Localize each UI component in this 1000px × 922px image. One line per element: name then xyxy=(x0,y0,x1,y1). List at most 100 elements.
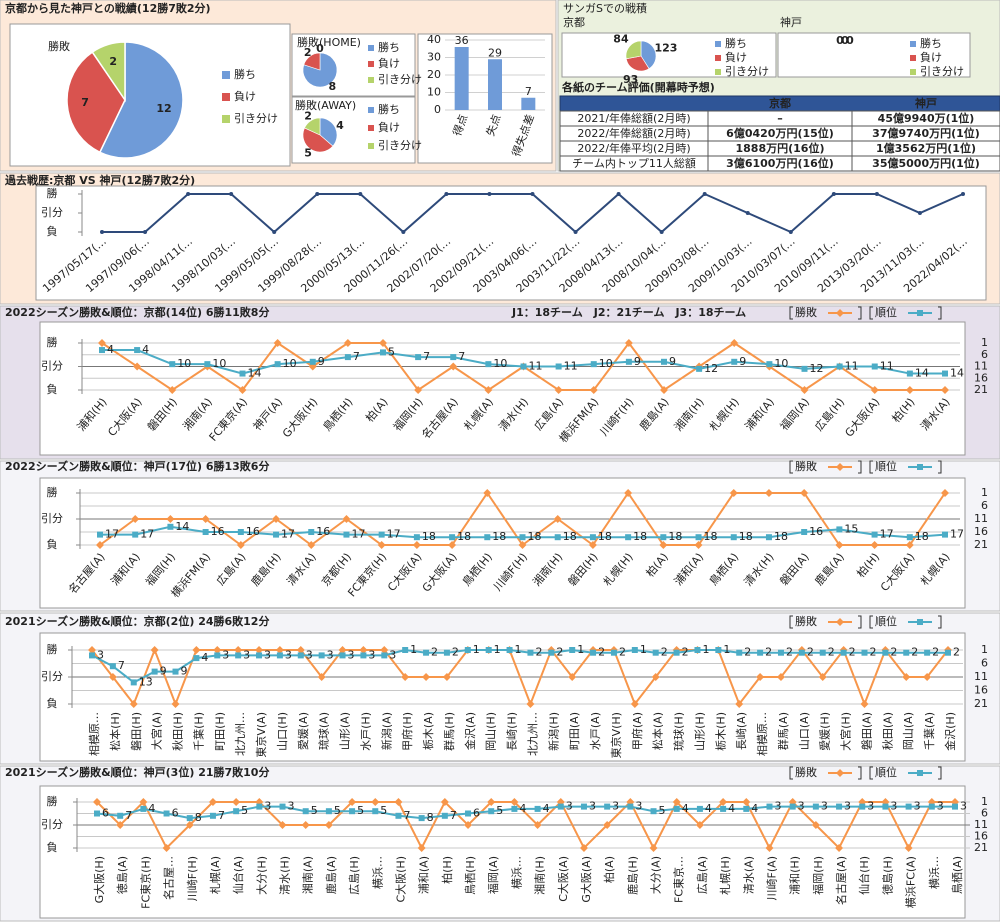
marker xyxy=(555,363,562,370)
data-label: 2 xyxy=(619,646,626,659)
marker xyxy=(777,649,784,656)
marker xyxy=(871,363,878,370)
table-cell-text: 1888万円(16位) xyxy=(736,141,825,155)
marker xyxy=(941,386,949,394)
data-label: 5 xyxy=(357,804,364,817)
marker xyxy=(905,803,912,810)
legend-swatch xyxy=(910,41,916,47)
x-tick-label: 岡山(A) xyxy=(902,712,915,750)
marker xyxy=(627,803,634,810)
marker xyxy=(604,803,611,810)
table-cell-text: 6億0420万円(15位) xyxy=(726,126,834,140)
y-tick-label: 勝 xyxy=(47,794,58,808)
data-label: 1 xyxy=(640,643,647,656)
legend-marker xyxy=(917,619,923,625)
pie-title: 神戸 xyxy=(780,15,802,29)
data-label: 1 xyxy=(494,643,501,656)
x-tick-label: 徳島(A) xyxy=(115,856,129,894)
x-tick-label: 大宮(A) xyxy=(150,712,164,750)
data-label: 1 xyxy=(410,643,417,656)
marker xyxy=(860,700,869,708)
marker xyxy=(150,646,159,654)
marker xyxy=(448,541,457,549)
legend-marker xyxy=(836,618,844,626)
pie-slice xyxy=(625,55,650,72)
marker xyxy=(415,354,422,361)
data-label: 18 xyxy=(457,530,471,543)
marker xyxy=(360,652,367,659)
x-tick-label: 長崎(H) xyxy=(505,712,519,751)
x-tick-label: 横浜… xyxy=(370,856,384,889)
data-label: 6 xyxy=(473,807,480,820)
marker xyxy=(903,649,910,656)
marker xyxy=(208,798,217,806)
data-label: 5 xyxy=(311,804,318,817)
x-tick-label: 金沢(H) xyxy=(943,712,957,751)
data-label: 10 xyxy=(283,357,297,370)
data-label: 14 xyxy=(950,367,964,380)
table-cell xyxy=(851,155,1000,172)
data-label: 2 xyxy=(828,646,835,659)
data-label: 9 xyxy=(669,355,676,368)
pie-slice xyxy=(303,52,321,71)
x-tick-label: 琉球(A) xyxy=(317,712,331,750)
pie-label: 2 xyxy=(109,55,117,68)
marker xyxy=(276,652,283,659)
marker xyxy=(789,803,796,810)
y2-tick-label: 6 xyxy=(981,499,988,512)
y-tick-label: 引分 xyxy=(41,669,63,683)
data-label: 10 xyxy=(774,357,788,370)
marker xyxy=(553,515,562,523)
marker xyxy=(554,386,563,394)
data-label: 5 xyxy=(380,804,387,817)
data-label: 3 xyxy=(635,800,642,813)
marker xyxy=(325,808,332,815)
marker xyxy=(413,534,420,541)
data-label: 2 xyxy=(661,646,668,659)
marker xyxy=(100,230,104,234)
x-tick-label: 仙台(H) xyxy=(857,856,871,895)
data-label: 3 xyxy=(264,648,271,661)
y-tick-label: 引分 xyxy=(41,817,63,831)
marker xyxy=(272,515,281,523)
y2-tick-label: 21 xyxy=(974,841,988,854)
x-tick-label: 札幌(A) xyxy=(208,856,222,894)
marker xyxy=(487,192,492,196)
pie-label: 7 xyxy=(81,96,89,109)
marker xyxy=(859,803,866,810)
legend-label: 引き分け xyxy=(234,111,278,125)
x-tick-label: 新潟(H) xyxy=(546,712,560,751)
marker xyxy=(449,534,456,541)
panel-title: 京都から見た神戸との戦績(12勝7敗2分) xyxy=(5,1,211,15)
pie-label: 84 xyxy=(613,32,629,45)
marker xyxy=(651,673,660,681)
y2-tick-label: 21 xyxy=(974,538,988,551)
marker xyxy=(695,821,704,829)
legend-swatch xyxy=(222,71,230,79)
y-tick-label: 負 xyxy=(47,538,58,551)
legend-label: 勝敗 xyxy=(795,459,817,473)
legend-bracket xyxy=(789,306,793,320)
data-label: 6 xyxy=(102,807,109,820)
legend-label: 順位 xyxy=(875,765,897,779)
legend-bracket xyxy=(789,615,793,629)
data-label: 8 xyxy=(195,811,202,824)
marker xyxy=(317,673,326,681)
x-tick-label: 仙台(A) xyxy=(231,856,245,894)
marker xyxy=(942,531,948,538)
marker xyxy=(380,349,386,356)
data-label: 3 xyxy=(264,800,271,813)
bar xyxy=(488,59,502,110)
marker xyxy=(275,646,284,654)
data-label: 2 xyxy=(765,646,772,659)
data-label: 2 xyxy=(682,646,689,659)
x-tick-label: 甲府(H) xyxy=(400,712,414,751)
x-tick-label: 川崎F(H) xyxy=(185,856,199,901)
marker xyxy=(96,541,104,549)
table-header-cell: 京都 xyxy=(769,96,791,110)
marker xyxy=(129,700,138,708)
marker xyxy=(757,649,764,656)
marker xyxy=(590,361,597,368)
marker xyxy=(836,363,843,370)
